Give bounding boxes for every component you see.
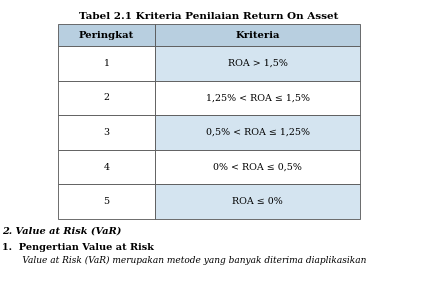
Text: 1.  Pengertian Value at Risk: 1. Pengertian Value at Risk bbox=[2, 243, 154, 252]
Bar bbox=[58, 81, 155, 115]
Text: Peringkat: Peringkat bbox=[79, 30, 134, 39]
Text: Kriteria: Kriteria bbox=[235, 30, 280, 39]
Bar bbox=[155, 150, 360, 184]
Text: 2. Value at Risk (VaR): 2. Value at Risk (VaR) bbox=[2, 227, 122, 236]
Bar bbox=[58, 46, 155, 81]
Text: 1: 1 bbox=[103, 59, 109, 68]
Bar bbox=[155, 46, 360, 81]
Bar bbox=[155, 81, 360, 115]
Bar bbox=[58, 24, 155, 46]
Bar bbox=[58, 184, 155, 219]
Text: ROA > 1,5%: ROA > 1,5% bbox=[227, 59, 287, 68]
Bar bbox=[58, 115, 155, 150]
Text: 1,25% < ROA ≤ 1,5%: 1,25% < ROA ≤ 1,5% bbox=[206, 93, 309, 103]
Text: ROA ≤ 0%: ROA ≤ 0% bbox=[232, 197, 283, 206]
Text: 4: 4 bbox=[103, 163, 109, 172]
Text: 2: 2 bbox=[103, 93, 109, 103]
Text: 5: 5 bbox=[103, 197, 110, 206]
Bar bbox=[155, 184, 360, 219]
Bar bbox=[155, 115, 360, 150]
Bar bbox=[58, 150, 155, 184]
Text: Tabel 2.1 Kriteria Penilaian Return On Asset: Tabel 2.1 Kriteria Penilaian Return On A… bbox=[79, 12, 339, 21]
Text: Value at Risk (VaR) merupakan metode yang banyak diterima diaplikasikan: Value at Risk (VaR) merupakan metode yan… bbox=[8, 256, 366, 265]
Text: 0,5% < ROA ≤ 1,25%: 0,5% < ROA ≤ 1,25% bbox=[206, 128, 309, 137]
Text: 0% < ROA ≤ 0,5%: 0% < ROA ≤ 0,5% bbox=[213, 163, 302, 172]
Bar bbox=[155, 24, 360, 46]
Text: 3: 3 bbox=[103, 128, 110, 137]
